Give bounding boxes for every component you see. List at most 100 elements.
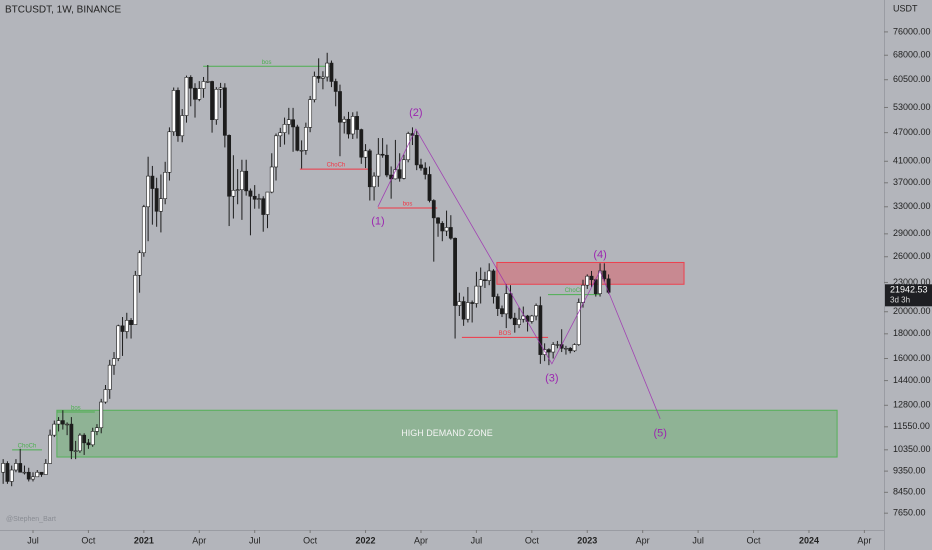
y-tick-label: 37000.00 bbox=[893, 177, 931, 187]
x-tick-label: 2023 bbox=[577, 535, 597, 545]
candle-body bbox=[18, 463, 23, 473]
candle-body bbox=[491, 270, 496, 297]
candle-body bbox=[538, 305, 543, 355]
candle-body bbox=[555, 344, 560, 346]
candle-body bbox=[159, 198, 163, 212]
wave-line bbox=[377, 128, 661, 419]
candle-body bbox=[269, 166, 274, 193]
candle-body bbox=[308, 99, 313, 128]
candle-body bbox=[342, 118, 347, 123]
candle-body bbox=[542, 349, 547, 355]
x-tick-label: Oct bbox=[747, 535, 762, 545]
candle-body bbox=[487, 270, 492, 281]
candle-body bbox=[576, 302, 581, 345]
y-tick-label: 29000.00 bbox=[893, 228, 931, 238]
candle-body bbox=[581, 284, 585, 303]
candle-body bbox=[312, 75, 317, 101]
candle-body bbox=[564, 347, 568, 350]
candle-body bbox=[316, 75, 321, 79]
candle-body bbox=[278, 132, 283, 137]
candle-body bbox=[141, 206, 146, 254]
candle-body bbox=[5, 463, 10, 482]
y-tick-label: 16000.00 bbox=[893, 353, 931, 363]
x-tick-label: 2022 bbox=[356, 535, 376, 545]
candle-body bbox=[585, 275, 590, 286]
candle-body bbox=[419, 164, 423, 169]
currency-label: USDT bbox=[893, 3, 918, 13]
x-tick-label: Jul bbox=[471, 535, 483, 545]
levels: bos ChoCh bos ChoCh BOS bos ChoCh bbox=[12, 60, 601, 451]
x-tick-label: 2021 bbox=[134, 535, 154, 545]
candle-body bbox=[534, 305, 538, 317]
wave-label: (1) bbox=[371, 216, 384, 228]
candle-body bbox=[35, 471, 40, 478]
level-label: ChoCh bbox=[327, 163, 346, 169]
candle-body bbox=[346, 118, 351, 135]
candle-body bbox=[504, 293, 509, 315]
candle-body bbox=[201, 81, 206, 89]
candle-body bbox=[295, 126, 300, 151]
y-tick-label: 11550.00 bbox=[893, 421, 930, 431]
candle-body bbox=[129, 319, 133, 326]
candle-body bbox=[397, 169, 402, 179]
candle-body bbox=[86, 442, 91, 446]
candle-body bbox=[402, 159, 406, 179]
candle-body bbox=[95, 427, 99, 432]
candle-body bbox=[218, 87, 223, 90]
candle-body bbox=[73, 450, 78, 452]
candle-body bbox=[423, 167, 428, 175]
wave-label: (2) bbox=[409, 107, 422, 119]
y-tick-label: 20000.00 bbox=[893, 306, 931, 316]
candle-body bbox=[291, 119, 295, 128]
candle-body bbox=[265, 191, 270, 215]
candle-body bbox=[31, 476, 35, 480]
y-tick-label: 47000.00 bbox=[893, 127, 931, 137]
candle-body bbox=[248, 190, 253, 197]
candle-body bbox=[568, 347, 573, 352]
y-tick-label: 10350.00 bbox=[893, 444, 931, 454]
watermark: @Stephen_Bart bbox=[6, 516, 56, 523]
candle-body bbox=[363, 150, 368, 158]
candle-body bbox=[210, 81, 214, 120]
candle-body bbox=[261, 198, 266, 215]
candle-body bbox=[376, 153, 381, 177]
axes: 76000.00 68000.00 60500.00 53000.00 47000.00… bbox=[27, 26, 930, 545]
candle-body bbox=[333, 81, 338, 92]
candle-body bbox=[483, 279, 487, 281]
candle-body bbox=[22, 471, 27, 474]
candle-body bbox=[572, 344, 577, 352]
candle-body bbox=[384, 154, 389, 176]
candle-body bbox=[48, 434, 52, 464]
candle-body bbox=[163, 171, 168, 199]
candle-body bbox=[26, 471, 31, 480]
candle-body bbox=[227, 135, 232, 197]
candle-body bbox=[150, 175, 155, 189]
zone bbox=[496, 261, 685, 285]
candle-body bbox=[193, 87, 197, 100]
last-price-label: 21942.53 bbox=[890, 285, 928, 295]
candle-body bbox=[124, 319, 129, 332]
y-tick-label: 23000.00 bbox=[893, 277, 931, 287]
candle-body bbox=[99, 401, 104, 429]
candle-body bbox=[495, 296, 500, 309]
candle-body bbox=[329, 62, 334, 82]
y-tick-label: 12800.00 bbox=[893, 400, 931, 410]
candle-body bbox=[465, 302, 470, 320]
candle-body bbox=[602, 270, 607, 280]
candle-body bbox=[257, 198, 261, 200]
candle-body bbox=[39, 471, 44, 475]
candle-body bbox=[235, 189, 240, 191]
chart-title: BTCUSDT, 1W, BINANCE bbox=[5, 5, 121, 16]
candle-body bbox=[107, 364, 112, 390]
candle-body bbox=[65, 423, 70, 426]
candle-body bbox=[517, 318, 521, 326]
candle-body bbox=[205, 81, 210, 83]
candle-body bbox=[180, 115, 185, 137]
candle-body bbox=[440, 222, 445, 232]
y-tick-label: 41000.00 bbox=[893, 156, 931, 166]
wave-label: (5) bbox=[653, 428, 666, 440]
wave-label: (4) bbox=[593, 249, 606, 261]
y-tick-label: 26000.00 bbox=[893, 251, 931, 261]
candle-body bbox=[231, 189, 236, 197]
